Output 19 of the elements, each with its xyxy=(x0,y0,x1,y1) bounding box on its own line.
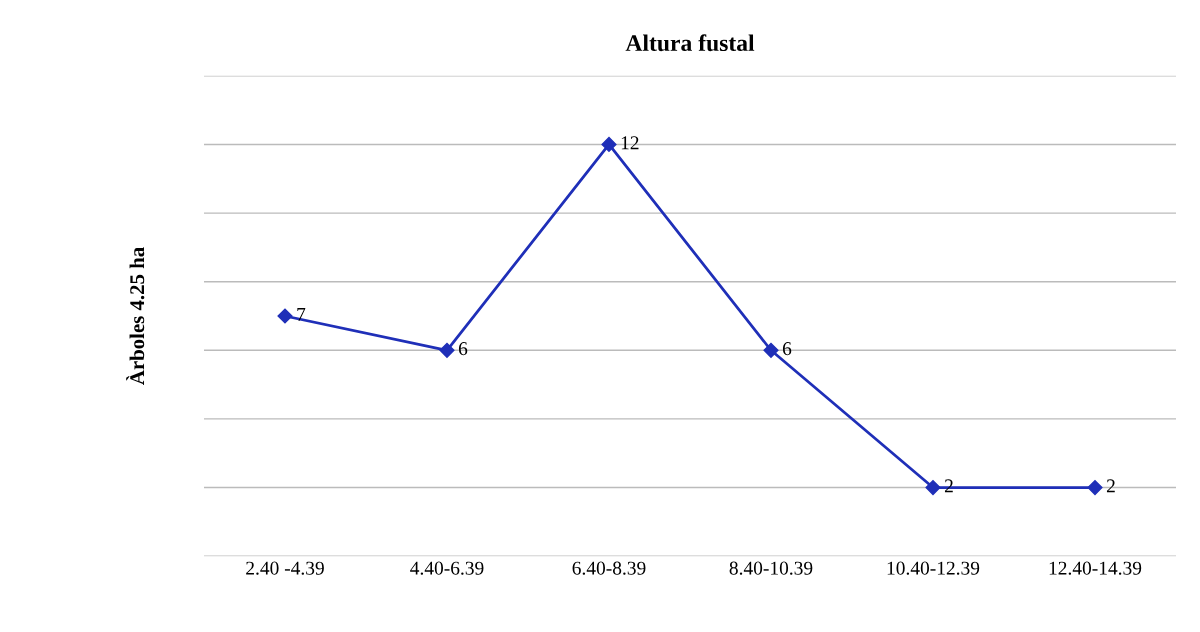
point xyxy=(763,342,779,358)
point xyxy=(1087,479,1103,496)
point xyxy=(925,479,941,496)
x-tick-label: 4.40-6.39 xyxy=(410,561,484,575)
point xyxy=(277,308,293,324)
y-axis-title: Àrboles 4.25 ha xyxy=(126,247,145,385)
point xyxy=(601,136,617,153)
x-tick-label: 10.40-12.39 xyxy=(887,561,980,575)
data-label: 12 xyxy=(621,136,639,150)
x-tick-label: 6.40-8.39 xyxy=(572,561,646,575)
data-label: 7 xyxy=(297,307,306,321)
point xyxy=(439,342,455,358)
x-tick-label: 8.40-10.39 xyxy=(729,561,813,575)
x-tick-label: 12.40-14.39 xyxy=(1049,561,1142,575)
data-label: 2 xyxy=(1106,479,1115,493)
x-tick-label: 2.40 -4.39 xyxy=(246,561,324,575)
data-label: 6 xyxy=(458,342,468,356)
chart-title: Altura fustal xyxy=(625,34,755,52)
data-label: 6 xyxy=(782,342,792,356)
